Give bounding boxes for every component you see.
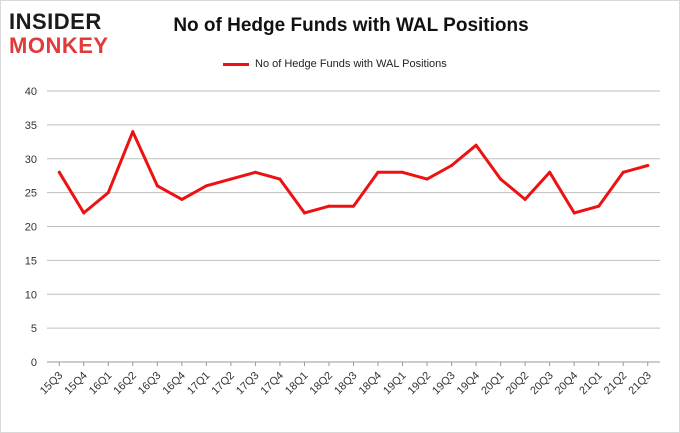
y-tick-label: 40: [25, 86, 37, 98]
x-tick-label: 21Q2: [602, 370, 630, 398]
y-tick-label: 20: [25, 222, 37, 234]
data-point: [352, 204, 355, 208]
data-point: [548, 170, 552, 174]
data-point: [474, 143, 478, 147]
chart-title: No of Hedge Funds with WAL Positions: [173, 15, 529, 36]
x-tick-label: 15Q3: [38, 370, 66, 398]
x-tick-label: 19Q1: [381, 370, 409, 398]
data-point: [131, 130, 135, 134]
data-point: [327, 204, 331, 208]
data-point: [621, 170, 625, 174]
x-tick-label: 21Q3: [626, 370, 654, 398]
insider-monkey-logo: INSIDER MONKEY: [9, 9, 129, 57]
x-tick-label: 15Q4: [62, 370, 90, 398]
y-tick-label: 25: [25, 188, 37, 200]
y-tick-label: 30: [25, 154, 37, 166]
data-point: [450, 164, 454, 168]
x-tick-label: 19Q4: [455, 370, 483, 398]
data-point: [278, 177, 282, 181]
x-tick-label: 18Q2: [308, 370, 336, 398]
x-tick-label: 18Q4: [357, 370, 385, 398]
x-tick-label: 17Q2: [209, 370, 237, 398]
series-line: [57, 130, 650, 215]
data-point: [253, 170, 257, 174]
data-point: [523, 197, 527, 201]
data-point: [646, 164, 650, 168]
x-tick-label: 17Q1: [185, 370, 213, 398]
chart-legend: No of Hedge Funds with WAL Positions: [223, 55, 447, 73]
data-point: [572, 211, 576, 215]
x-tick-label: 20Q4: [553, 370, 581, 398]
x-tick-label: 18Q3: [332, 370, 360, 398]
x-tick-label: 20Q1: [479, 370, 507, 398]
x-tick-label: 20Q2: [504, 370, 532, 398]
data-point: [229, 177, 233, 181]
y-tick-label: 0: [31, 357, 37, 369]
x-tick-label: 18Q1: [283, 370, 311, 398]
data-point: [425, 177, 429, 181]
legend-label: No of Hedge Funds with WAL Positions: [255, 58, 447, 70]
data-point: [155, 184, 159, 188]
legend-swatch: [223, 62, 249, 66]
data-point: [401, 170, 405, 174]
data-point: [57, 170, 61, 174]
data-point: [82, 211, 86, 215]
x-tick-label: 21Q1: [577, 370, 605, 398]
data-point: [499, 177, 503, 181]
x-tick-label: 17Q3: [234, 370, 262, 398]
y-tick-label: 15: [25, 255, 37, 267]
x-tick-label: 16Q2: [111, 370, 139, 398]
data-point: [106, 191, 110, 195]
logo-text-bottom: MONKEY: [9, 33, 109, 58]
y-tick-label: 10: [25, 289, 37, 301]
y-tick-label: 5: [31, 323, 37, 335]
data-point: [302, 211, 306, 215]
data-point: [204, 184, 208, 188]
data-point: [180, 197, 184, 201]
x-tick-label: 16Q3: [136, 370, 164, 398]
logo-text-top: INSIDER: [9, 9, 102, 34]
x-tick-label: 16Q4: [160, 370, 188, 398]
x-tick-label: 17Q4: [259, 370, 287, 398]
data-point: [376, 170, 380, 174]
x-tick-label: 19Q3: [430, 370, 458, 398]
x-tick-label: 20Q3: [528, 370, 556, 398]
data-point: [597, 204, 601, 208]
x-tick-label: 19Q2: [406, 370, 434, 398]
x-tick-label: 16Q1: [87, 370, 115, 398]
y-tick-label: 35: [25, 120, 37, 132]
